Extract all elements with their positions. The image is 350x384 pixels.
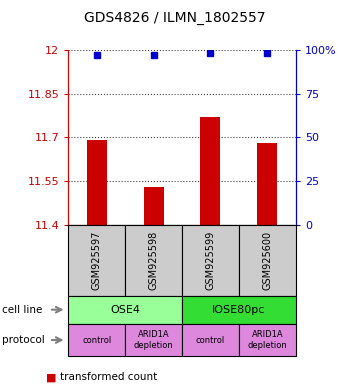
Bar	[87, 140, 107, 225]
Text: IOSE80pc: IOSE80pc	[212, 305, 266, 315]
Text: control: control	[196, 336, 225, 344]
Text: ■: ■	[46, 372, 56, 382]
Text: OSE4: OSE4	[110, 305, 140, 315]
Text: ARID1A
depletion: ARID1A depletion	[247, 330, 287, 350]
Bar	[257, 143, 277, 225]
Text: transformed count: transformed count	[60, 372, 157, 382]
Text: GDS4826 / ILMN_1802557: GDS4826 / ILMN_1802557	[84, 11, 266, 25]
Bar	[201, 117, 220, 225]
Text: GSM925597: GSM925597	[92, 230, 102, 290]
Text: control: control	[82, 336, 111, 344]
Text: GSM925600: GSM925600	[262, 231, 272, 290]
Bar	[144, 187, 163, 225]
Text: GSM925598: GSM925598	[148, 230, 159, 290]
Text: GSM925599: GSM925599	[205, 230, 216, 290]
Text: cell line: cell line	[2, 305, 42, 315]
Text: protocol: protocol	[2, 335, 44, 345]
Text: ARID1A
depletion: ARID1A depletion	[134, 330, 174, 350]
